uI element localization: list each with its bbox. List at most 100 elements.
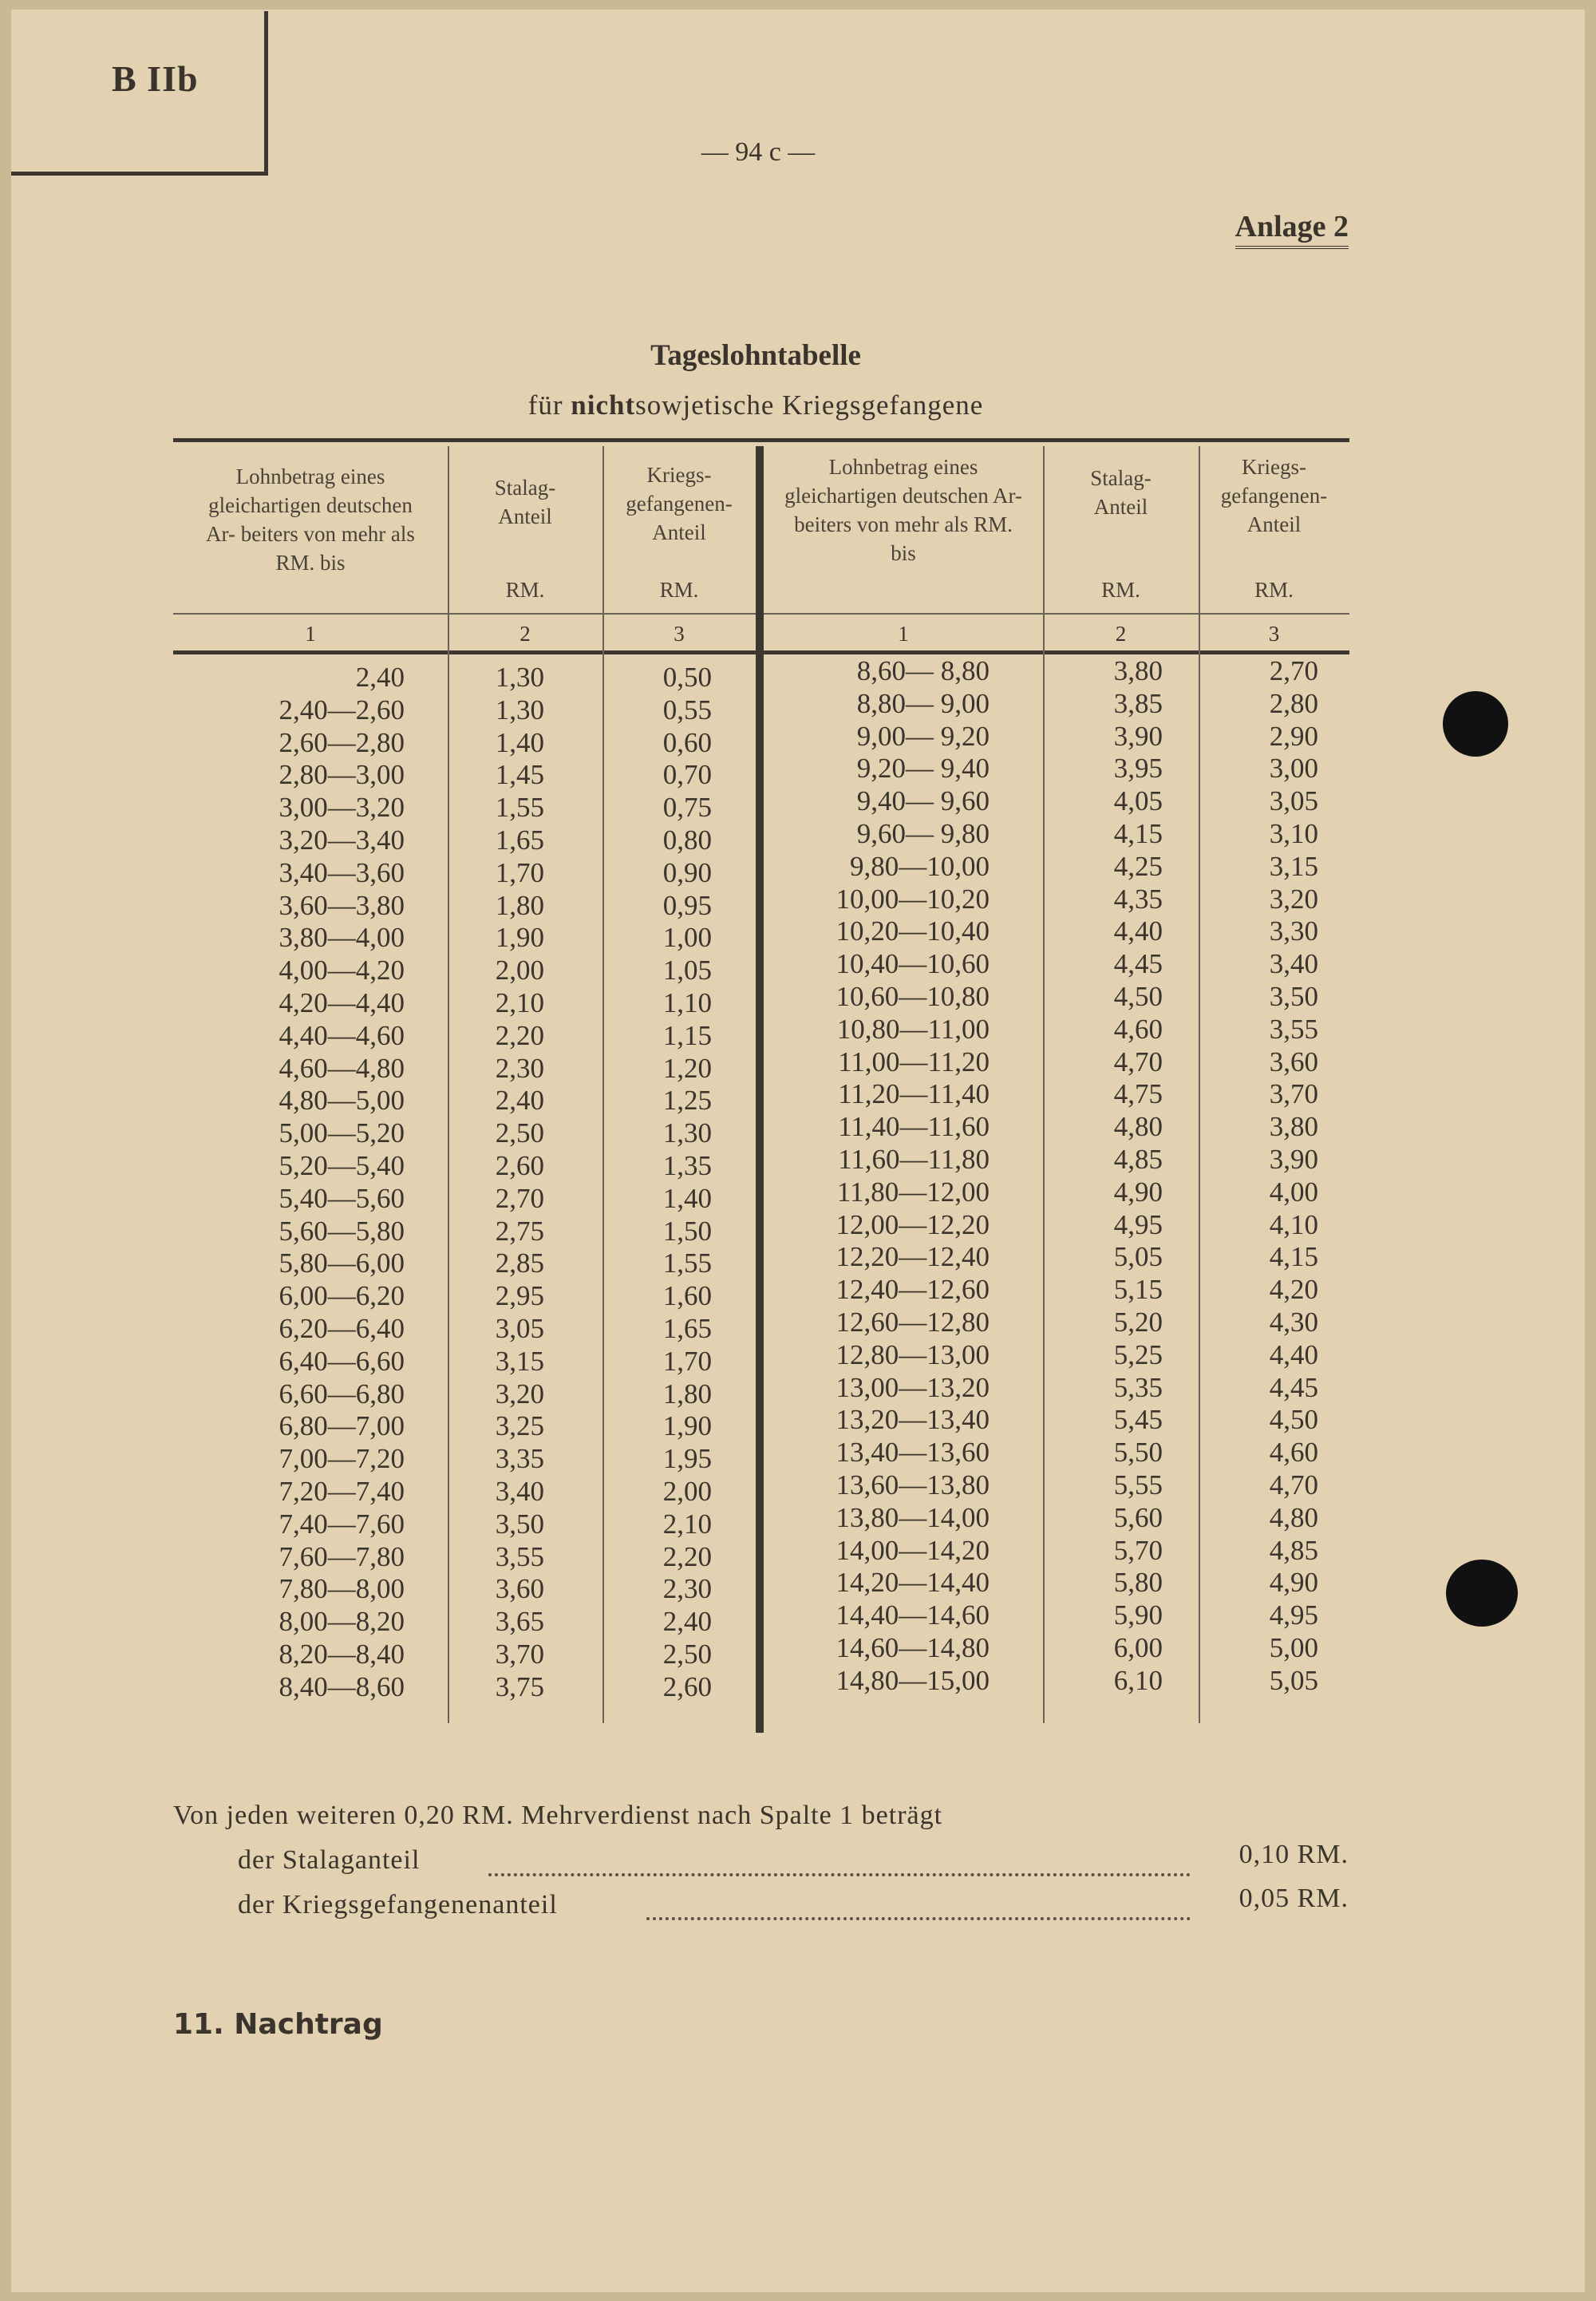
pow-share-cell: 4,80: [1269, 1501, 1318, 1533]
column-divider: [1199, 446, 1200, 1723]
punch-hole: [1443, 691, 1508, 757]
wage-range-cell: 8,60— 8,80: [856, 655, 990, 686]
column-header-text: Lohnbetrag eines gleichartigen deutschen…: [206, 465, 415, 575]
stalag-share-cell: 2,30: [495, 1052, 544, 1084]
stalag-share-cell: 4,75: [1113, 1078, 1163, 1110]
wage-range-cell: 3,80—4,00: [279, 922, 405, 954]
wage-range-cell: 12,00—12,20: [836, 1208, 990, 1240]
pow-share-cell: 2,60: [662, 1670, 712, 1702]
table-row: 7,40—7,60 3,50 2,10 13,80—14,00 5,60 4,80: [173, 1502, 1349, 1541]
pow-share-cell: 4,70: [1269, 1469, 1318, 1500]
stalag-share-cell: 1,45: [495, 759, 544, 791]
column-header: Kriegs- gefangenen- Anteil RM.: [602, 438, 756, 654]
stalag-share-cell: 4,85: [1113, 1143, 1163, 1175]
table-row: 6,60—6,80 3,20 1,80 13,00—13,20 5,35 4,45: [173, 1372, 1349, 1411]
wage-range-cell: 2,60—2,80: [279, 726, 405, 758]
pow-share-cell: 1,40: [662, 1182, 712, 1214]
wage-range-cell: 3,40—3,60: [279, 856, 405, 888]
pow-share-cell: 4,40: [1269, 1338, 1318, 1370]
stalag-share-cell: 5,70: [1113, 1534, 1163, 1566]
stalag-share-cell: 3,50: [495, 1508, 544, 1540]
stalag-share-cell: 2,10: [495, 986, 544, 1018]
pow-share-cell: 1,30: [662, 1117, 712, 1149]
footer-pow-label: der Kriegsgefangenenanteil: [238, 1890, 558, 1919]
wage-range-cell: 14,20—14,40: [836, 1567, 990, 1599]
wage-range-cell: 6,40—6,60: [279, 1345, 405, 1377]
wage-range-cell: 6,80—7,00: [279, 1410, 405, 1442]
table-row: 7,80—8,00 3,60 2,30 14,20—14,40 5,80 4,90: [173, 1567, 1349, 1606]
stalag-share-cell: 5,80: [1113, 1567, 1163, 1599]
pow-share-cell: 2,70: [1269, 655, 1318, 686]
stalag-share-cell: 4,80: [1113, 1111, 1163, 1143]
wage-range-cell: 7,00—7,20: [279, 1443, 405, 1475]
stalag-share-cell: 4,70: [1113, 1046, 1163, 1077]
footer-pow-value: 0,05 RM.: [1238, 1884, 1349, 1913]
column-header-text: Kriegs- gefangenen- Anteil: [1220, 455, 1328, 536]
wage-range-cell: 9,40— 9,60: [856, 785, 990, 817]
wage-range-cell: 5,60—5,80: [279, 1215, 405, 1247]
wage-range-cell: 7,60—7,80: [279, 1540, 405, 1572]
stalag-share-cell: 4,50: [1113, 980, 1163, 1012]
table-subtitle: für nichtsowjetische Kriegsgefangene: [0, 389, 1511, 421]
leader-dots: [488, 1873, 1191, 1876]
pow-share-cell: 4,15: [1269, 1241, 1318, 1273]
wage-range-cell: 8,20—8,40: [279, 1638, 405, 1670]
column-header-text: Kriegs- gefangenen- Anteil: [626, 463, 733, 544]
stalag-share-cell: 3,70: [495, 1638, 544, 1670]
table-row: 4,60—4,80 2,30 1,20 11,00—11,20 4,70 3,60: [173, 1046, 1349, 1085]
stalag-share-cell: 4,05: [1113, 785, 1163, 817]
table-row: 6,00—6,20 2,95 1,60 12,40—12,60 5,15 4,20: [173, 1274, 1349, 1313]
footer-intro: Von jeden weiteren 0,20 RM. Mehrverdiens…: [173, 1801, 943, 1830]
document-page: [11, 10, 1585, 2292]
stalag-share-cell: 3,80: [1113, 655, 1163, 686]
pow-share-cell: 3,60: [1269, 1046, 1318, 1077]
subtitle-bold: nicht: [571, 389, 636, 421]
column-number: 3: [1268, 622, 1280, 646]
stalag-share-cell: 1,55: [495, 792, 544, 824]
supplement-label: 11. Nachtrag: [173, 2008, 383, 2041]
pow-share-cell: 4,20: [1269, 1274, 1318, 1306]
wage-range-cell: 8,00—8,20: [279, 1606, 405, 1638]
wage-range-cell: 13,60—13,80: [836, 1469, 990, 1500]
column-divider: [448, 446, 449, 1723]
column-divider: [1043, 446, 1045, 1723]
pow-share-cell: 3,10: [1269, 817, 1318, 849]
pow-share-cell: 5,00: [1269, 1631, 1318, 1663]
wage-range-cell: 13,00—13,20: [836, 1371, 990, 1403]
stalag-share-cell: 5,25: [1113, 1338, 1163, 1370]
stalag-share-cell: 3,55: [495, 1540, 544, 1572]
pow-share-cell: 2,10: [662, 1508, 712, 1540]
wage-range-cell: 4,40—4,60: [279, 1019, 405, 1051]
wage-range-cell: 10,80—11,00: [836, 1013, 990, 1045]
wage-range-cell: 12,40—12,60: [836, 1274, 990, 1306]
table-row: 5,00—5,20 2,50 1,30 11,40—11,60 4,80 3,80: [173, 1111, 1349, 1150]
pow-share-cell: 3,20: [1269, 883, 1318, 915]
wage-range-cell: 3,60—3,80: [279, 889, 405, 921]
column-number: 2: [519, 622, 531, 646]
column-header: Kriegs- gefangenen- Anteil RM.: [1199, 438, 1349, 654]
table-row: 4,40—4,60 2,20 1,15 10,80—11,00 4,60 3,55: [173, 1014, 1349, 1053]
annex-label: Anlage 2: [1235, 209, 1349, 249]
stalag-share-cell: 3,25: [495, 1410, 544, 1442]
wage-range-cell: 10,00—10,20: [836, 883, 990, 915]
table-row: 8,40—8,60 3,75 2,60 14,80—15,00 6,10 5,05: [173, 1665, 1349, 1704]
table-row: 4,80—5,00 2,40 1,25 11,20—11,40 4,75 3,70: [173, 1078, 1349, 1117]
wage-range-cell: 9,00— 9,20: [856, 720, 990, 752]
pow-share-cell: 1,35: [662, 1149, 712, 1181]
wage-range-cell: 12,20—12,40: [836, 1241, 990, 1273]
pow-share-cell: 4,30: [1269, 1306, 1318, 1338]
pow-share-cell: 0,75: [662, 792, 712, 824]
table-row: 7,60—7,80 3,55 2,20 14,00—14,20 5,70 4,85: [173, 1535, 1349, 1574]
stalag-share-cell: 3,90: [1113, 720, 1163, 752]
stalag-share-cell: 2,60: [495, 1149, 544, 1181]
wage-range-cell: 5,80—6,00: [279, 1247, 405, 1279]
stalag-share-cell: 4,45: [1113, 948, 1163, 980]
stalag-share-cell: 1,30: [495, 662, 544, 693]
pow-share-cell: 1,60: [662, 1280, 712, 1312]
table-row: 3,40—3,60 1,70 0,90 9,80—10,00 4,25 3,15: [173, 851, 1349, 890]
stalag-share-cell: 5,60: [1113, 1501, 1163, 1533]
table-row: 8,20—8,40 3,70 2,50 14,60—14,80 6,00 5,00: [173, 1632, 1349, 1671]
wage-range-cell: 12,60—12,80: [836, 1306, 990, 1338]
pow-share-cell: 2,50: [662, 1638, 712, 1670]
pow-share-cell: 3,55: [1269, 1013, 1318, 1045]
